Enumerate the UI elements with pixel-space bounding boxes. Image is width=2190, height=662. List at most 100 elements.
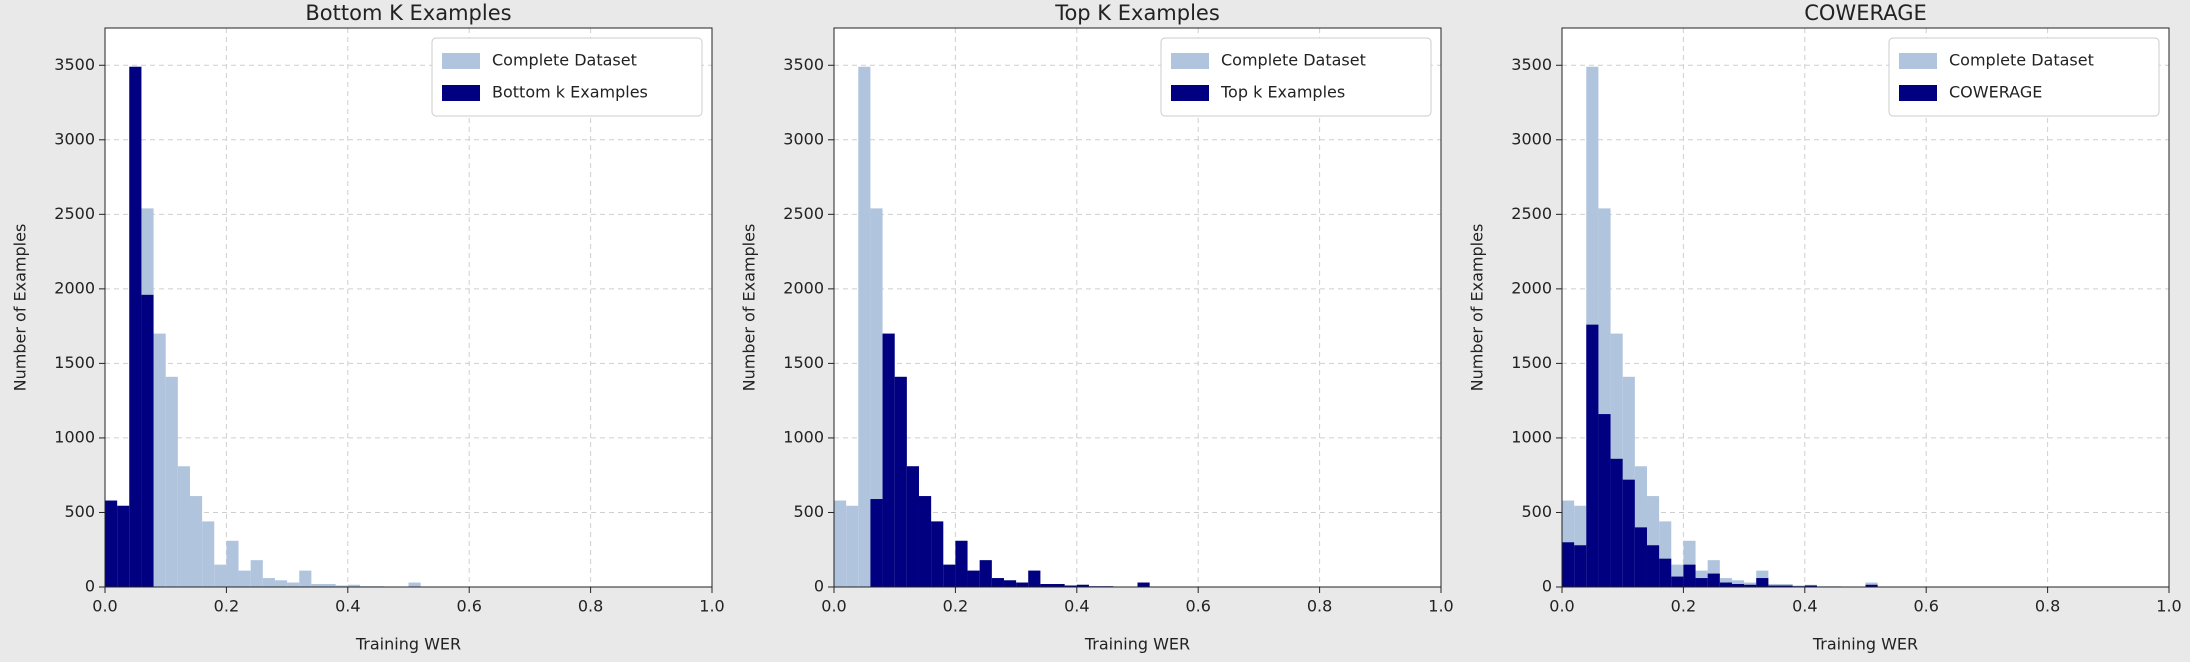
y-tick-label: 3500 [54, 55, 95, 74]
y-tick-label: 500 [793, 502, 824, 521]
histogram-bar [991, 578, 1004, 587]
histogram-bar [1076, 584, 1089, 587]
histogram-bar [335, 585, 348, 587]
histogram-bar [1622, 479, 1635, 587]
histogram-bar [250, 560, 263, 587]
histogram-bar [1574, 545, 1587, 587]
y-tick-label: 3000 [1511, 129, 1552, 148]
histogram-bar [189, 496, 203, 587]
y-tick-label: 1500 [1511, 353, 1552, 372]
histogram-bar [1598, 414, 1611, 587]
histogram-bar [214, 564, 227, 587]
x-tick-label: 0.6 [1913, 597, 1938, 616]
histogram-bar [1731, 580, 1745, 587]
legend-box [1160, 37, 1432, 117]
histogram-bar [165, 376, 178, 587]
y-tick-label: 1500 [783, 353, 824, 372]
legend-label: Bottom k Examples [492, 83, 648, 102]
histogram-bar [1028, 570, 1041, 587]
x-tick-label: 0.4 [1792, 597, 1817, 616]
histogram-bar [129, 66, 142, 588]
histogram-bar [918, 496, 932, 587]
histogram-bar [1137, 582, 1150, 587]
axes-frame [833, 27, 1442, 588]
histogram-bar [979, 560, 992, 587]
histogram-bar [1659, 558, 1672, 587]
x-axis-label: Training WER [1084, 635, 1190, 654]
x-tick-label: 0.8 [578, 597, 603, 616]
x-tick-label: 0.8 [2035, 597, 2060, 616]
x-tick-label: 0.2 [1671, 597, 1696, 616]
histogram-bar [262, 578, 275, 587]
y-tick-label: 1000 [54, 427, 95, 446]
y-tick-label: 2500 [54, 204, 95, 223]
y-tick-label: 1000 [783, 427, 824, 446]
y-tick-label: 3000 [54, 129, 95, 148]
histogram-bar [274, 580, 288, 587]
histogram-bar [1719, 582, 1732, 587]
x-tick-label: 0.6 [1185, 597, 1210, 616]
y-tick-label: 1500 [54, 353, 95, 372]
y-tick-label: 500 [1521, 502, 1552, 521]
y-tick-label: 0 [814, 577, 824, 596]
x-tick-label: 1.0 [2156, 597, 2181, 616]
legend-label: Complete Dataset [1949, 51, 2094, 70]
histogram-bar [1744, 584, 1757, 587]
y-tick-label: 2500 [1511, 204, 1552, 223]
histogram-bar [141, 294, 154, 587]
histogram-bar [1586, 324, 1599, 587]
legend-label: COWERAGE [1949, 83, 2042, 102]
histogram-bar [1634, 527, 1647, 587]
histogram-bar [1052, 584, 1065, 587]
legend-label: Top k Examples [1220, 83, 1345, 102]
x-tick-label: 1.0 [1428, 597, 1453, 616]
plot-area [1562, 28, 2169, 587]
histogram-bar [1016, 582, 1029, 587]
histogram-bar [1003, 580, 1017, 587]
plot-area [834, 28, 1441, 587]
histogram-bar [287, 582, 300, 587]
histogram-bar [1683, 564, 1696, 587]
histogram-bar [931, 521, 944, 587]
x-tick-label: 0.0 [92, 597, 117, 616]
histogram-bar [1610, 458, 1623, 587]
y-axis-label: Number of Examples [11, 224, 30, 392]
legend-swatch [1899, 85, 1937, 101]
histogram-bar [894, 376, 907, 587]
histogram-bar [1804, 585, 1817, 587]
x-tick-label: 1.0 [699, 597, 724, 616]
histogram-bar [870, 499, 883, 587]
plot-area [105, 28, 712, 587]
legend-swatch [442, 53, 480, 69]
y-tick-label: 0 [1542, 577, 1552, 596]
y-tick-label: 500 [64, 502, 95, 521]
histogram-bar [1646, 545, 1660, 587]
y-tick-label: 3000 [783, 129, 824, 148]
histogram-bar [347, 584, 360, 587]
histogram-bar [1671, 576, 1684, 587]
histogram-bar [117, 505, 130, 587]
histogram-bar [834, 500, 847, 587]
x-tick-label: 0.0 [1549, 597, 1574, 616]
histogram-bar [105, 500, 118, 587]
legend-label: Complete Dataset [492, 51, 637, 70]
x-tick-label: 0.4 [335, 597, 360, 616]
x-tick-label: 0.4 [1064, 597, 1089, 616]
y-tick-label: 1000 [1511, 427, 1552, 446]
histogram-bar [299, 570, 312, 587]
histogram-bar [1562, 542, 1575, 587]
histogram-bar [1756, 578, 1769, 587]
histogram-bar [870, 208, 883, 587]
legend-swatch [1899, 53, 1937, 69]
histogram-bar [408, 582, 421, 587]
histogram-bar [906, 466, 919, 587]
histogram-bar [311, 584, 324, 587]
x-tick-label: 0.2 [943, 597, 968, 616]
y-tick-label: 2000 [1511, 278, 1552, 297]
x-tick-label: 0.8 [1307, 597, 1332, 616]
legend-swatch [1171, 53, 1209, 69]
legend-swatch [1171, 85, 1209, 101]
histogram-bar [1695, 578, 1708, 587]
y-tick-label: 2500 [783, 204, 824, 223]
